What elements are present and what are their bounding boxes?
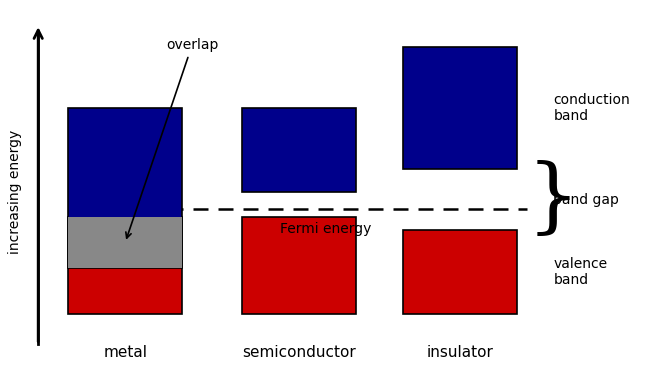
Text: semiconductor: semiconductor (243, 345, 356, 360)
Bar (243, 108, 356, 192)
Bar (69, 217, 182, 314)
Bar (403, 47, 517, 169)
Text: band gap: band gap (554, 193, 620, 207)
Text: metal: metal (103, 345, 147, 360)
Bar (69, 108, 182, 268)
Bar (69, 217, 182, 268)
Text: increasing energy: increasing energy (8, 130, 22, 254)
Text: Fermi energy: Fermi energy (280, 222, 372, 237)
Text: insulator: insulator (426, 345, 493, 360)
Text: valence
band: valence band (554, 257, 607, 287)
Text: conduction
band: conduction band (554, 93, 630, 123)
Bar (243, 217, 356, 314)
Text: }: } (527, 160, 580, 240)
Bar (403, 230, 517, 314)
Text: overlap: overlap (126, 38, 218, 238)
